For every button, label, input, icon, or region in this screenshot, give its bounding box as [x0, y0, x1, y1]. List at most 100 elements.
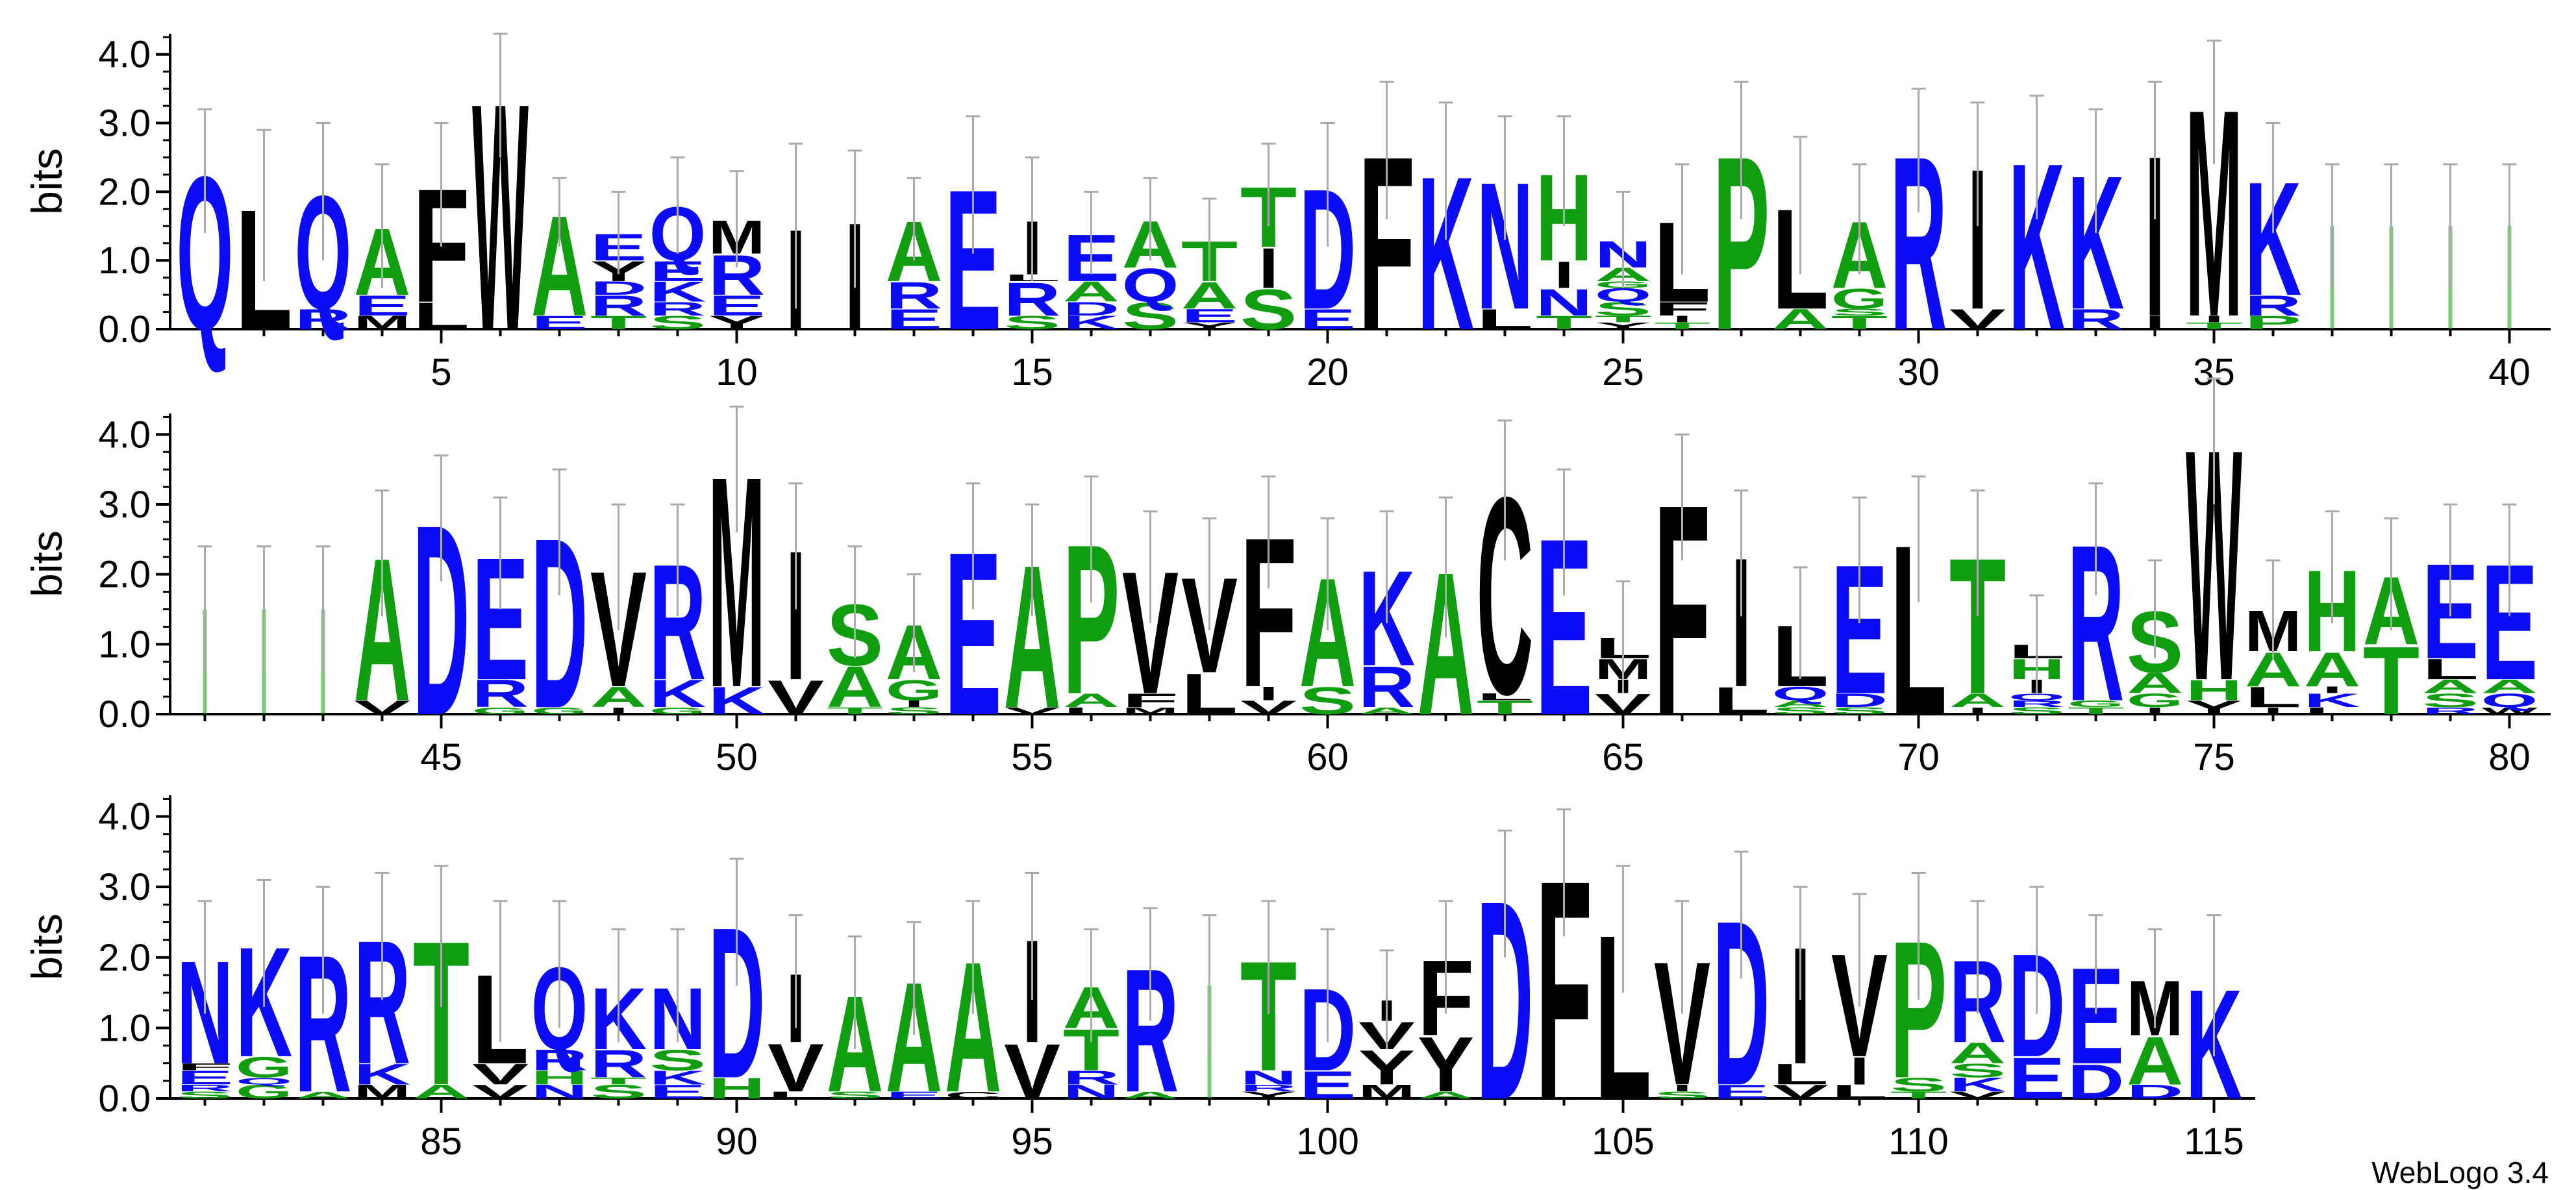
logo-column-108: VLI	[1772, 886, 1829, 1103]
logo-letter: L	[1713, 680, 1769, 723]
logo-letter: R	[531, 1044, 588, 1077]
logo-letter: Y	[708, 312, 765, 334]
logo-letter: R	[649, 298, 706, 319]
logo-letter: S	[1831, 307, 1888, 317]
logo-letter: R	[1358, 654, 1415, 719]
logo-column-70: L	[1890, 475, 1947, 765]
logo-letter: S	[2008, 706, 2065, 717]
logo-column-86: VVL	[472, 900, 529, 1103]
logo-column-106: SIV	[1654, 900, 1710, 1122]
y-tick-label: 1.0	[98, 1007, 151, 1049]
logo-column-33: RK	[2068, 108, 2124, 349]
logo-column-2: L	[236, 129, 292, 366]
logo-letter: I	[1672, 314, 1692, 325]
logo-letter: T	[590, 312, 647, 334]
y-axis-label: bits	[23, 530, 71, 597]
logo-letter: S	[649, 312, 706, 334]
logo-letter: N	[531, 1081, 588, 1103]
logo-column-19: SIT	[1240, 142, 1297, 341]
logo-letter: R	[2008, 699, 2065, 710]
logo-letter: V	[1240, 697, 1297, 719]
logo-letter: E	[886, 1089, 942, 1100]
logo-letter: E	[1299, 303, 1356, 335]
logo-letter: R	[1004, 273, 1060, 326]
logo-column-100: ED	[1299, 928, 1356, 1107]
logo-letter: Q	[1595, 285, 1651, 306]
logo-letter: E	[177, 1067, 233, 1089]
logo-letter: M	[354, 312, 410, 334]
logo-letter: A	[1772, 304, 1829, 336]
logo-column-3: RQ	[295, 122, 351, 343]
logo-letter: T	[590, 1076, 647, 1087]
x-tick-label: 5	[431, 351, 451, 393]
logo-column-58: LV	[1181, 517, 1238, 727]
logo-column-11: I	[786, 142, 806, 360]
logo-letter: I	[2204, 314, 2223, 325]
logo-letter: L	[1181, 662, 1238, 727]
logo-letter: L	[1063, 705, 1119, 716]
logo-letter: N	[1063, 1081, 1119, 1103]
logo-letter: A	[827, 654, 883, 719]
y-tick-label: 3.0	[98, 866, 151, 908]
x-tick-label: 95	[1011, 1121, 1053, 1163]
logo-letter: N	[1536, 281, 1592, 324]
logo-letter: L	[768, 1089, 824, 1100]
logo-letter: A	[1772, 699, 1829, 710]
logo-column-109: LIV	[1831, 893, 1888, 1103]
logo-letter: S	[1890, 1074, 1947, 1096]
x-tick-label: 40	[2488, 351, 2531, 393]
logo-letter: I	[1968, 705, 1987, 716]
logo-letter: G	[472, 705, 529, 716]
logo-letter: L	[2245, 681, 2301, 713]
logo-letter: A	[590, 681, 647, 713]
logo-letter: S	[2422, 689, 2479, 711]
logo-column-51: VI	[768, 482, 824, 725]
logo-letter: M	[1358, 1081, 1415, 1103]
x-tick-label: 15	[1011, 351, 1053, 393]
logo-column-93: EA	[886, 921, 942, 1125]
logo-letter: K	[708, 680, 765, 723]
logo-letter: S	[886, 706, 942, 717]
logo-letter: E	[2008, 1045, 2065, 1111]
logo-letter: Y	[1595, 321, 1651, 331]
logo-letter: A	[2127, 667, 2183, 699]
logo-column-14: E	[945, 115, 1001, 372]
x-tick-label: 85	[420, 1121, 462, 1163]
x-tick-label: 50	[716, 736, 758, 778]
logo-letter: V	[472, 1081, 529, 1103]
logo-column-57: MFV	[1122, 510, 1179, 730]
logo-column-15: SRLI	[1004, 156, 1060, 334]
logo-letter: A	[295, 1090, 351, 1101]
logo-letter: A	[2481, 676, 2538, 698]
logo-letter: S	[1772, 706, 1829, 717]
logo-letter: Q	[236, 1076, 292, 1087]
logo-letter: L	[1831, 1081, 1888, 1103]
logo-column-50: KM	[708, 405, 765, 750]
logo-column-59: VIF	[1240, 475, 1297, 732]
logo-letter: I	[1672, 1082, 1692, 1093]
logo-letter: E	[1181, 305, 1238, 327]
logo-column-102: AYF	[1418, 900, 1474, 1108]
y-tick-label: 1.0	[98, 240, 151, 282]
logo-column-84: MKR	[354, 871, 410, 1103]
logo-letter: R	[2422, 706, 2479, 717]
logo-letter: G	[886, 675, 942, 707]
weblogo-credit: WebLogo 3.4	[2371, 1156, 2549, 1189]
logo-letter: R	[886, 275, 942, 317]
logo-letter: T	[827, 705, 883, 716]
x-tick-label: 30	[1897, 351, 1940, 393]
logo-letter: T	[1831, 312, 1888, 334]
logo-letter: A	[1358, 706, 1415, 717]
logo-column-114: DAM	[2127, 928, 2183, 1103]
logo-letter: A	[1181, 275, 1238, 317]
logo-letter: I	[2145, 312, 2164, 334]
